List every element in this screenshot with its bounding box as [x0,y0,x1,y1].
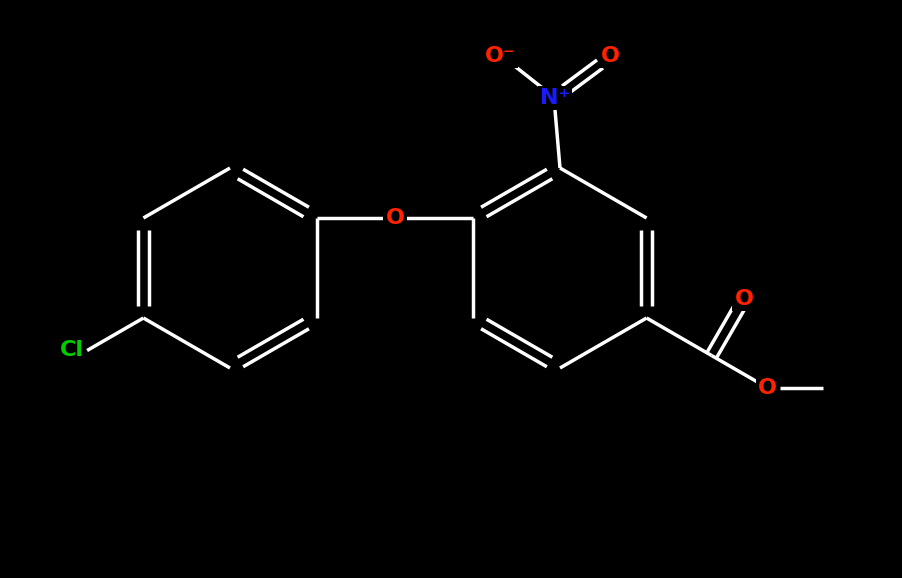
Text: O⁻: O⁻ [484,46,515,66]
Text: O: O [734,289,753,309]
Text: O: O [759,378,778,398]
Text: Cl: Cl [60,340,84,361]
Text: N⁺: N⁺ [540,88,570,108]
Text: O: O [601,46,620,66]
Text: O: O [385,208,404,228]
